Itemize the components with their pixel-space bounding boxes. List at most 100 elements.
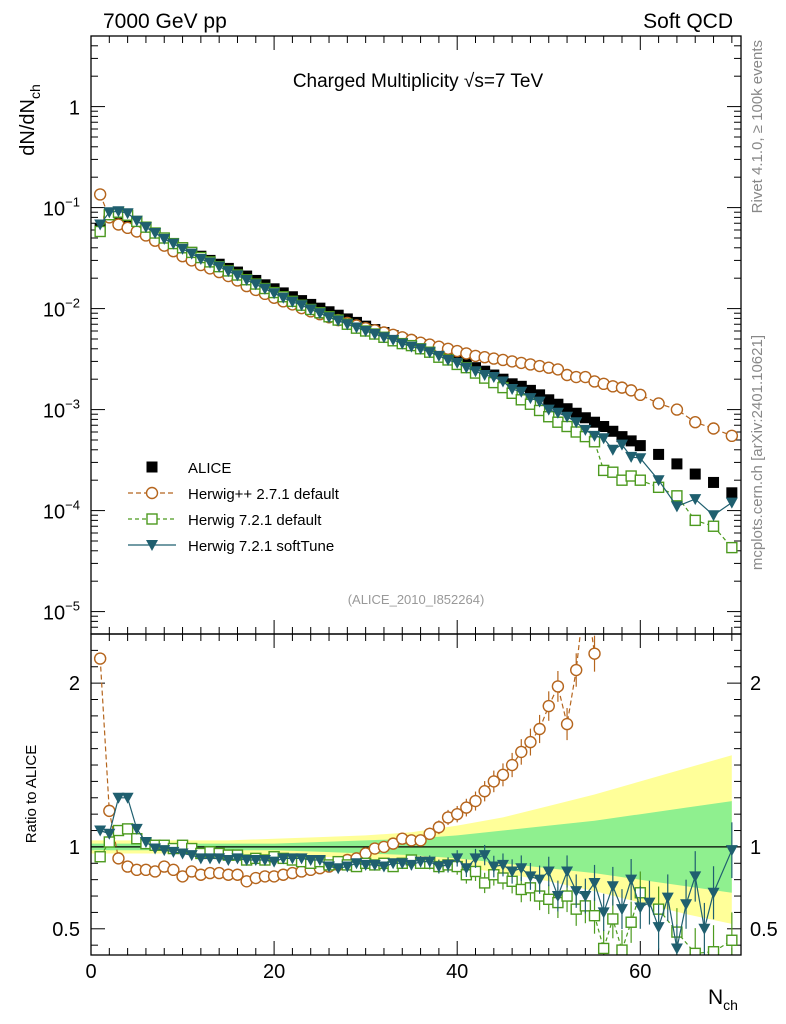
ratio-point-h721soft: [588, 877, 601, 889]
data-point-alice: [570, 407, 582, 419]
ratio-point-h721soft: [515, 863, 528, 875]
y-tick-exp: −3: [65, 397, 80, 412]
ratio-point-herwigpp: [478, 785, 491, 798]
data-point-h721soft: [561, 411, 574, 423]
data-point-h721: [634, 474, 646, 486]
data-point-h721soft: [341, 319, 354, 331]
data-point-h721soft: [304, 304, 317, 316]
legend-item-h721soft: Herwig 7.2.1 softTune: [128, 538, 334, 555]
ratio-point-h721soft: [194, 853, 207, 865]
y-tick-label-main: 10−3: [43, 397, 80, 423]
header-left: 7000 GeV pp: [103, 10, 227, 33]
data-point-h721: [607, 466, 619, 478]
ratio-point-h721soft: [542, 866, 555, 878]
data-point-h721soft: [313, 308, 326, 320]
data-point-alice: [543, 394, 555, 406]
data-point-herwigpp: [707, 422, 720, 435]
data-point-h721soft: [588, 430, 601, 442]
legend-item-h721: Herwig 7.2.1 default: [128, 512, 322, 529]
data-point-h721soft: [258, 283, 271, 295]
ratio-point-h721soft: [332, 863, 345, 875]
ratio-point-h721soft: [130, 823, 143, 835]
ratio-y-tick-label-left: 2: [69, 673, 80, 695]
ratio-point-h721soft: [313, 855, 326, 867]
data-point-h721: [707, 520, 720, 532]
ratio-point-h721soft: [451, 853, 464, 865]
y-tick-label-main: 10−1: [43, 195, 80, 221]
ratio-point-herwigpp: [542, 699, 555, 713]
ratio-point-h721soft: [561, 866, 574, 878]
ratio-point-herwigpp: [515, 745, 528, 759]
ratio-point-h721soft: [94, 825, 107, 837]
data-point-herwigpp: [689, 416, 702, 429]
data-point-h721soft: [579, 424, 592, 436]
ratio-point-h721soft: [579, 891, 592, 903]
data-point-h721soft: [625, 451, 638, 463]
data-point-alice: [515, 380, 527, 392]
data-point-h721soft: [286, 296, 299, 308]
ratio-point-h721: [588, 909, 601, 922]
data-point-alice: [112, 212, 124, 224]
ratio-point-h721soft: [231, 853, 244, 865]
data-point-h721soft: [377, 332, 390, 344]
ratio-point-h721soft: [698, 923, 711, 935]
x-tick-label: 20: [263, 961, 285, 983]
ratio-point-herwigpp: [487, 775, 501, 788]
legend-label-h721: Herwig 7.2.1 default: [188, 512, 322, 529]
data-point-h721soft: [176, 243, 189, 255]
data-point-alice: [625, 435, 637, 447]
legend-marker-herwigpp: [145, 486, 159, 500]
ratio-point-h721soft: [103, 828, 116, 840]
ratio-point-h721soft: [533, 874, 546, 886]
data-point-alice: [616, 431, 628, 443]
data-point-alice: [552, 398, 564, 410]
data-point-h721soft: [432, 350, 445, 362]
ratio-point-h721soft: [432, 861, 445, 873]
ratio-point-h721soft: [377, 861, 390, 873]
main-axis-ticks: 10−510−410−310−210−11: [43, 35, 741, 635]
data-point-h721soft: [194, 253, 207, 265]
data-point-h721soft: [368, 329, 381, 341]
data-point-h721soft: [469, 366, 482, 378]
data-point-h721soft: [460, 362, 473, 374]
ratio-point-h721: [689, 947, 701, 955]
ratio-point-h721: [478, 877, 491, 889]
data-point-h721: [689, 514, 701, 527]
ratio-point-h721soft: [359, 859, 372, 871]
ratio-point-h721soft: [551, 891, 564, 903]
y-tick-exp: −4: [65, 498, 80, 513]
legend-label-alice: ALICE: [188, 460, 231, 477]
ratio-point-herwigpp: [432, 821, 446, 834]
ratio-point-h721soft: [158, 845, 171, 857]
data-point-alice: [634, 440, 646, 452]
ratio-point-h721soft: [304, 855, 317, 867]
data-point-h721soft: [121, 208, 134, 220]
main-series-layer: [93, 188, 739, 554]
data-point-h721soft: [478, 370, 491, 382]
ratio-point-herwigpp: [460, 801, 473, 814]
ratio-point-h721soft: [249, 855, 262, 867]
ratio-point-h721soft: [204, 853, 217, 865]
data-point-alice: [524, 384, 536, 396]
data-point-h721soft: [570, 417, 583, 429]
data-point-h721soft: [542, 404, 555, 416]
ratio-point-herwigpp: [551, 680, 565, 693]
data-point-h721soft: [515, 386, 528, 398]
legend-marker-alice: [146, 461, 158, 473]
svg-text:dN/dNch: dN/dNch: [17, 84, 43, 156]
data-point-h721soft: [423, 347, 436, 359]
ratio-point-h721soft: [167, 846, 180, 858]
data-point-h721soft: [533, 396, 546, 408]
ratio-point-h721: [561, 890, 573, 902]
ratio-point-herwigpp: [505, 758, 519, 772]
data-point-alice: [671, 458, 683, 470]
data-point-h721soft: [295, 300, 308, 312]
y-tick-base: 10: [43, 603, 65, 625]
ratio-point-h721soft: [121, 792, 134, 804]
x-axis-label: Nch: [708, 986, 738, 1013]
data-point-h721soft: [213, 261, 226, 273]
ratio-point-h721soft: [496, 859, 509, 871]
ratio-y-tick-label-left: 1: [69, 837, 80, 859]
data-point-h721soft: [139, 222, 152, 234]
data-point-h721soft: [350, 322, 363, 334]
